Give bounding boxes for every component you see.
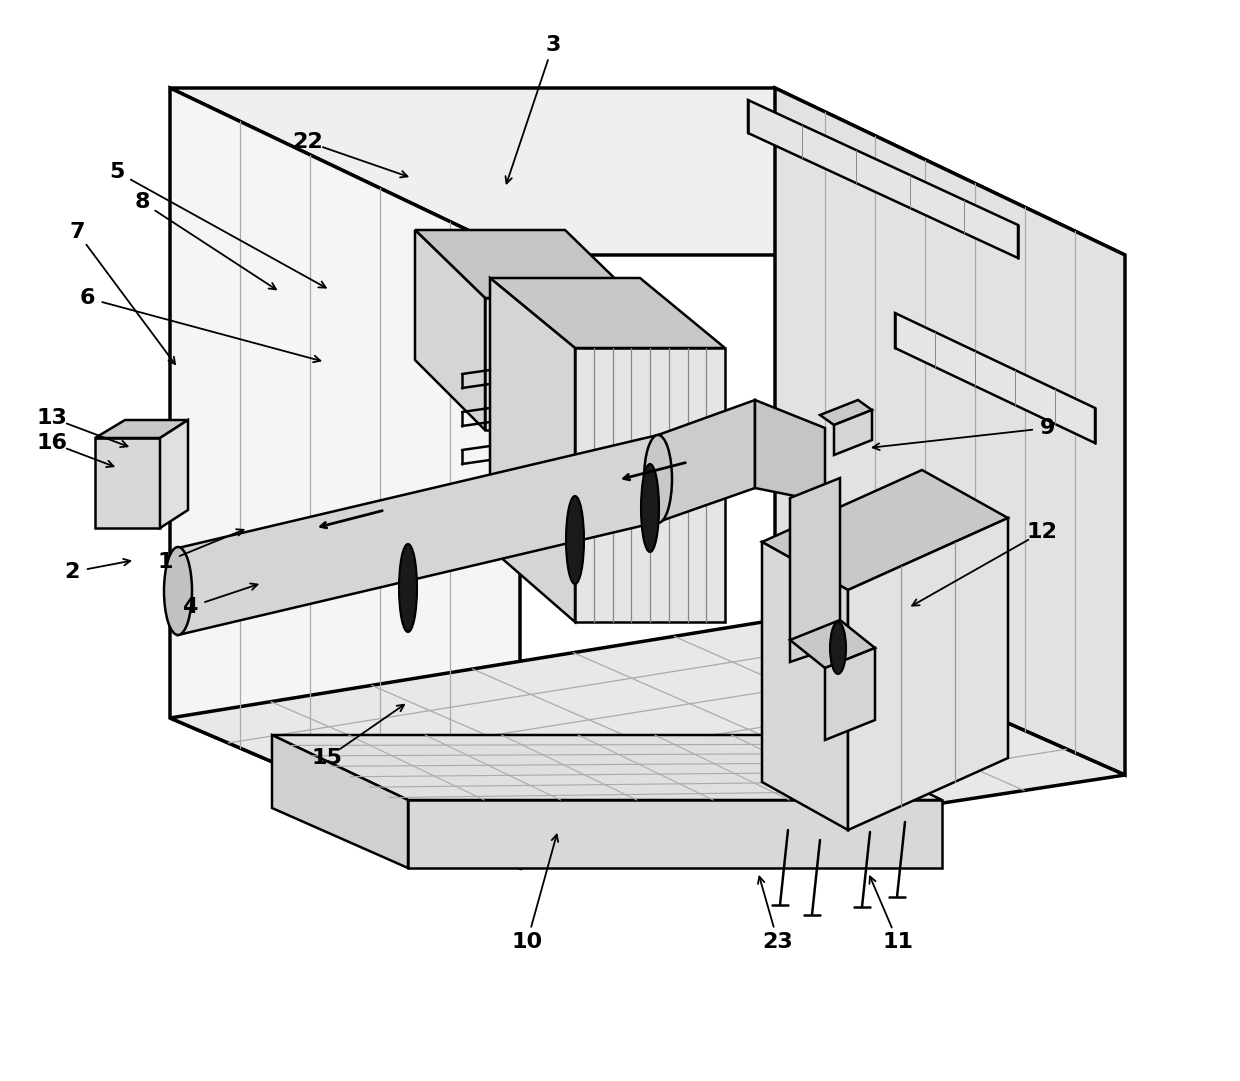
Polygon shape xyxy=(820,400,872,425)
Text: 6: 6 xyxy=(79,288,94,308)
Text: 16: 16 xyxy=(36,433,67,453)
Text: 15: 15 xyxy=(311,748,342,768)
Text: 8: 8 xyxy=(134,192,150,212)
Polygon shape xyxy=(170,88,520,868)
Text: 4: 4 xyxy=(182,597,197,617)
Text: 2: 2 xyxy=(64,562,79,582)
Text: 12: 12 xyxy=(1027,522,1058,542)
Polygon shape xyxy=(160,421,188,528)
Polygon shape xyxy=(415,230,485,430)
Polygon shape xyxy=(408,800,942,868)
Text: 3: 3 xyxy=(546,35,560,55)
Ellipse shape xyxy=(641,464,658,552)
Polygon shape xyxy=(170,620,1125,868)
Polygon shape xyxy=(485,298,635,430)
Polygon shape xyxy=(790,478,839,662)
Polygon shape xyxy=(775,88,1125,775)
Text: 22: 22 xyxy=(293,132,324,152)
Polygon shape xyxy=(658,400,755,522)
Text: 13: 13 xyxy=(36,408,67,428)
Polygon shape xyxy=(825,648,875,740)
Text: 11: 11 xyxy=(883,932,914,952)
Ellipse shape xyxy=(164,547,192,635)
Ellipse shape xyxy=(565,496,584,584)
Polygon shape xyxy=(95,438,160,528)
Polygon shape xyxy=(835,410,872,455)
Polygon shape xyxy=(95,421,188,438)
Polygon shape xyxy=(848,518,1008,830)
Polygon shape xyxy=(272,735,942,800)
Polygon shape xyxy=(790,620,875,668)
Text: 9: 9 xyxy=(1040,418,1055,438)
Polygon shape xyxy=(490,278,575,622)
Polygon shape xyxy=(763,542,848,830)
Text: 10: 10 xyxy=(511,932,543,952)
Text: 23: 23 xyxy=(763,932,794,952)
Polygon shape xyxy=(755,400,825,502)
Polygon shape xyxy=(415,230,635,298)
Polygon shape xyxy=(763,470,1008,590)
Polygon shape xyxy=(272,735,408,868)
Ellipse shape xyxy=(830,622,846,673)
Polygon shape xyxy=(170,88,1125,255)
Polygon shape xyxy=(490,278,725,348)
Polygon shape xyxy=(895,313,1095,443)
Polygon shape xyxy=(575,348,725,622)
Ellipse shape xyxy=(399,544,417,632)
Ellipse shape xyxy=(644,435,672,523)
Text: 7: 7 xyxy=(69,222,84,242)
Text: 5: 5 xyxy=(109,162,125,182)
Polygon shape xyxy=(179,435,658,635)
Polygon shape xyxy=(748,101,1018,258)
Text: 1: 1 xyxy=(157,552,172,572)
